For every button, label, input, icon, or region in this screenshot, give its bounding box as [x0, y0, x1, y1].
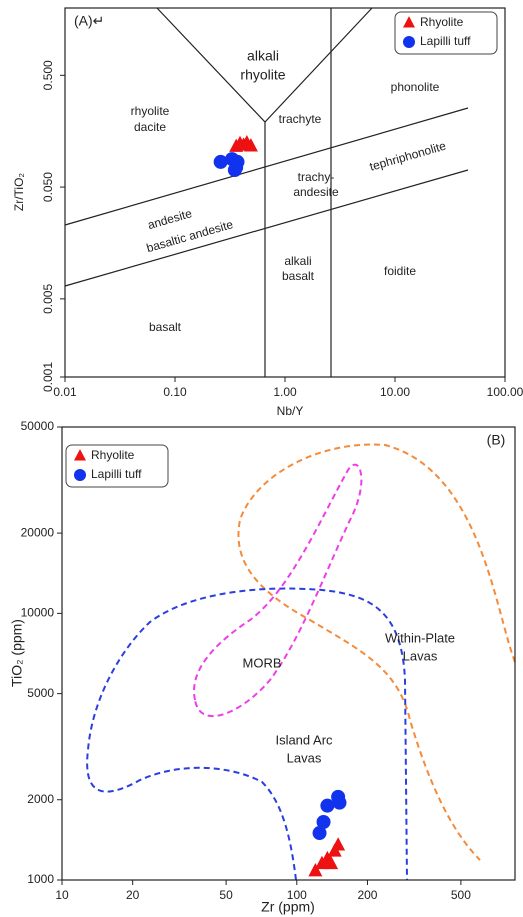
legend-label: Lapilli tuff	[420, 34, 471, 48]
field-label: rhyolite	[240, 67, 285, 83]
x-tick-label: 100	[287, 888, 307, 902]
data-point	[320, 798, 335, 813]
data-point	[331, 837, 346, 851]
field-label: tephriphonolite	[368, 139, 448, 174]
y-axis-label: TiO₂ (ppm)	[9, 619, 25, 687]
field-label: rhyolite	[131, 104, 170, 118]
y-tick-label: 10000	[21, 606, 55, 620]
data-point	[316, 815, 331, 830]
data-point	[324, 855, 339, 870]
legend: Rhyolite Lapilli tuff	[65, 444, 169, 488]
x-axis-label: Zr (ppm)	[261, 899, 315, 915]
x-tick-label: 100.00	[487, 385, 523, 399]
data-point	[227, 163, 242, 178]
field-label: dacite	[134, 120, 166, 134]
y-tick-label: 0.500	[41, 60, 55, 90]
y-tick-label: 0.050	[41, 172, 55, 202]
field-outlines	[86, 443, 516, 881]
x-tick-label: 50	[219, 888, 233, 902]
field-label: trachy-	[298, 170, 335, 184]
y-axis-label: Zr/TiO₂	[12, 173, 26, 212]
field-label: alkali	[284, 254, 311, 268]
x-tick-label: 500	[451, 888, 471, 902]
y-tick-label: 1000	[27, 872, 54, 886]
x-axis-label: Nb/Y	[277, 404, 304, 418]
field-label: Within-Plate	[385, 630, 455, 645]
data-point	[308, 863, 323, 877]
field-label: andesite	[146, 206, 194, 232]
y-tick-label: 50000	[21, 419, 55, 433]
field-label: trachyte	[279, 112, 322, 126]
field-label: alkali	[247, 48, 279, 64]
legend-label: Rhyolite	[420, 15, 464, 29]
boundary	[156, 7, 373, 123]
data-point	[213, 154, 228, 169]
field-label: Lavas	[403, 648, 438, 663]
data-point	[332, 795, 347, 810]
legend-marker	[403, 36, 415, 48]
legend-box	[394, 11, 498, 55]
panel-label: (A)↵	[74, 13, 104, 29]
boundary	[64, 107, 469, 226]
y-tick-label: 0.005	[41, 284, 55, 314]
field-label: Island Arc	[275, 732, 333, 747]
legend-marker	[403, 16, 415, 28]
legend-marker	[74, 469, 86, 481]
data-point	[312, 826, 327, 841]
y-tick-label: 0.001	[41, 362, 55, 392]
field-label: basalt	[282, 269, 315, 283]
field-label: Lavas	[287, 750, 322, 765]
field-label: phonolite	[391, 80, 440, 94]
island-arc-field	[86, 587, 408, 881]
legend-label: Lapilli tuff	[91, 467, 142, 481]
x-tick-label: 200	[357, 888, 377, 902]
boundary	[64, 169, 469, 287]
field-label: MORB	[243, 655, 282, 670]
panel-label: (B)	[487, 432, 506, 448]
legend-box	[65, 444, 169, 488]
y-tick-label: 20000	[21, 525, 55, 539]
field-label: basalt	[149, 320, 182, 334]
y-tick-label: 5000	[27, 686, 54, 700]
x-tick-label: 10.00	[380, 385, 410, 399]
legend-marker	[74, 449, 86, 461]
x-tick-label: 1.00	[273, 385, 297, 399]
legend-label: Rhyolite	[91, 448, 135, 462]
y-tick-label: 2000	[27, 792, 54, 806]
within-plate-field	[237, 443, 516, 861]
x-tick-label: 0.01	[53, 385, 77, 399]
field-label: foidite	[384, 264, 416, 278]
field-boundaries	[64, 7, 469, 377]
plot-frame	[61, 426, 516, 881]
data-point	[243, 138, 258, 152]
plot-frame	[64, 7, 506, 378]
x-tick-label: 10	[55, 888, 69, 902]
x-tick-label: 0.10	[163, 385, 187, 399]
x-tick-label: 20	[126, 888, 140, 902]
legend: Rhyolite Lapilli tuff	[394, 11, 498, 55]
field-label: andesite	[293, 185, 339, 199]
morb-field	[193, 463, 363, 718]
